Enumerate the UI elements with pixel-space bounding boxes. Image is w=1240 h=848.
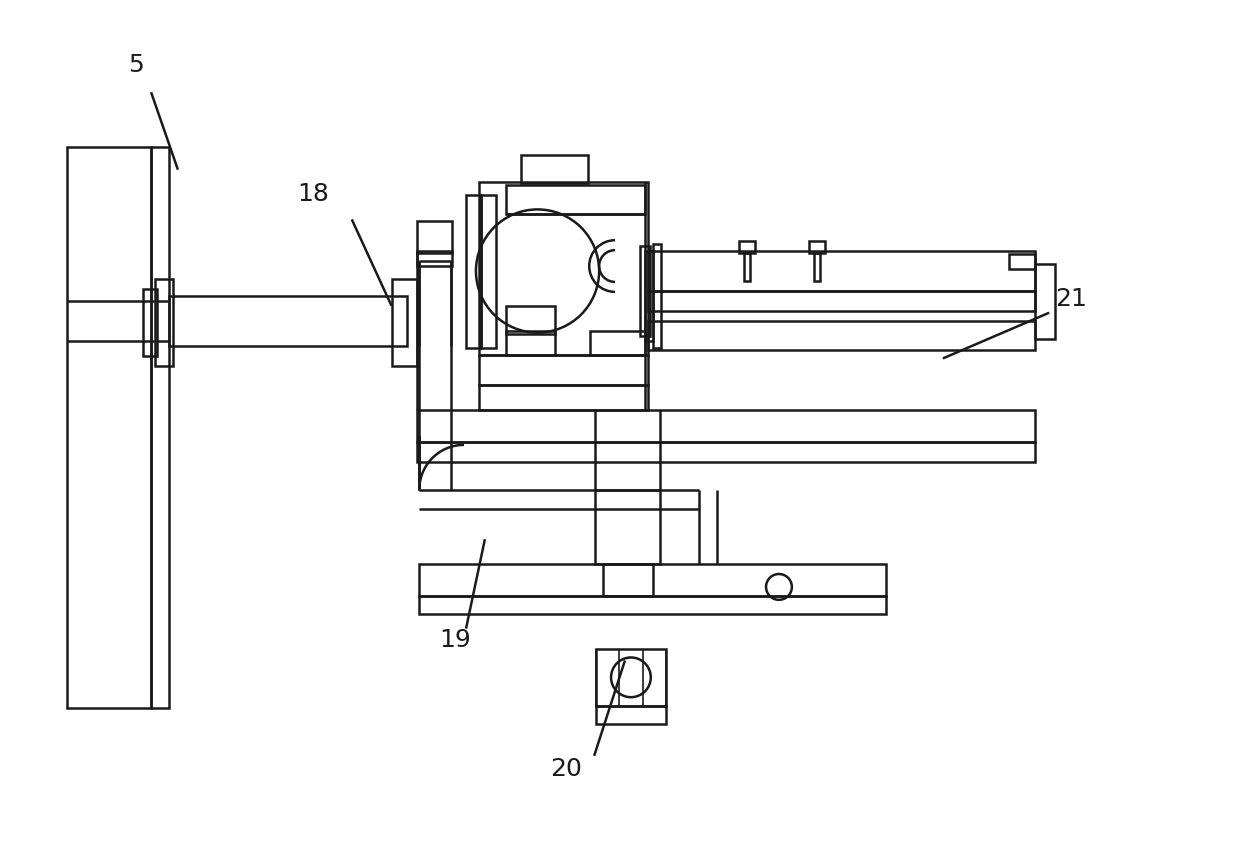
Bar bbox=[151, 147, 169, 708]
Bar bbox=[590, 331, 645, 355]
Text: 21: 21 bbox=[1055, 287, 1087, 310]
Bar bbox=[67, 147, 151, 708]
Bar bbox=[596, 706, 666, 724]
Bar bbox=[596, 649, 666, 706]
Bar bbox=[506, 331, 556, 355]
Bar bbox=[418, 410, 1035, 442]
Text: 20: 20 bbox=[551, 756, 583, 781]
Bar bbox=[466, 194, 481, 349]
Bar bbox=[813, 253, 820, 281]
Bar bbox=[481, 194, 496, 349]
Bar bbox=[739, 241, 755, 253]
Bar bbox=[479, 385, 647, 410]
Bar bbox=[640, 246, 650, 336]
Bar bbox=[418, 221, 453, 253]
Bar bbox=[392, 279, 418, 366]
Text: 19: 19 bbox=[439, 628, 471, 651]
Text: 5: 5 bbox=[128, 53, 144, 77]
Bar bbox=[647, 321, 1035, 350]
Bar bbox=[169, 296, 408, 345]
Bar bbox=[418, 251, 453, 266]
Bar bbox=[744, 253, 750, 281]
Bar bbox=[603, 564, 652, 596]
Bar bbox=[645, 251, 652, 341]
Bar bbox=[652, 244, 661, 349]
Bar bbox=[1035, 264, 1055, 338]
Bar bbox=[1009, 254, 1035, 269]
Bar bbox=[647, 291, 1035, 310]
Bar bbox=[155, 279, 172, 366]
Bar bbox=[521, 155, 588, 182]
Bar bbox=[419, 564, 887, 596]
Bar bbox=[419, 596, 887, 614]
Bar bbox=[647, 251, 1035, 291]
Bar bbox=[418, 442, 1035, 462]
Bar bbox=[143, 289, 157, 356]
Bar bbox=[595, 489, 660, 564]
Bar bbox=[506, 306, 556, 333]
Text: 18: 18 bbox=[298, 182, 329, 206]
Bar bbox=[479, 181, 647, 355]
Bar bbox=[479, 355, 647, 385]
Bar bbox=[808, 241, 825, 253]
Bar bbox=[506, 185, 645, 215]
